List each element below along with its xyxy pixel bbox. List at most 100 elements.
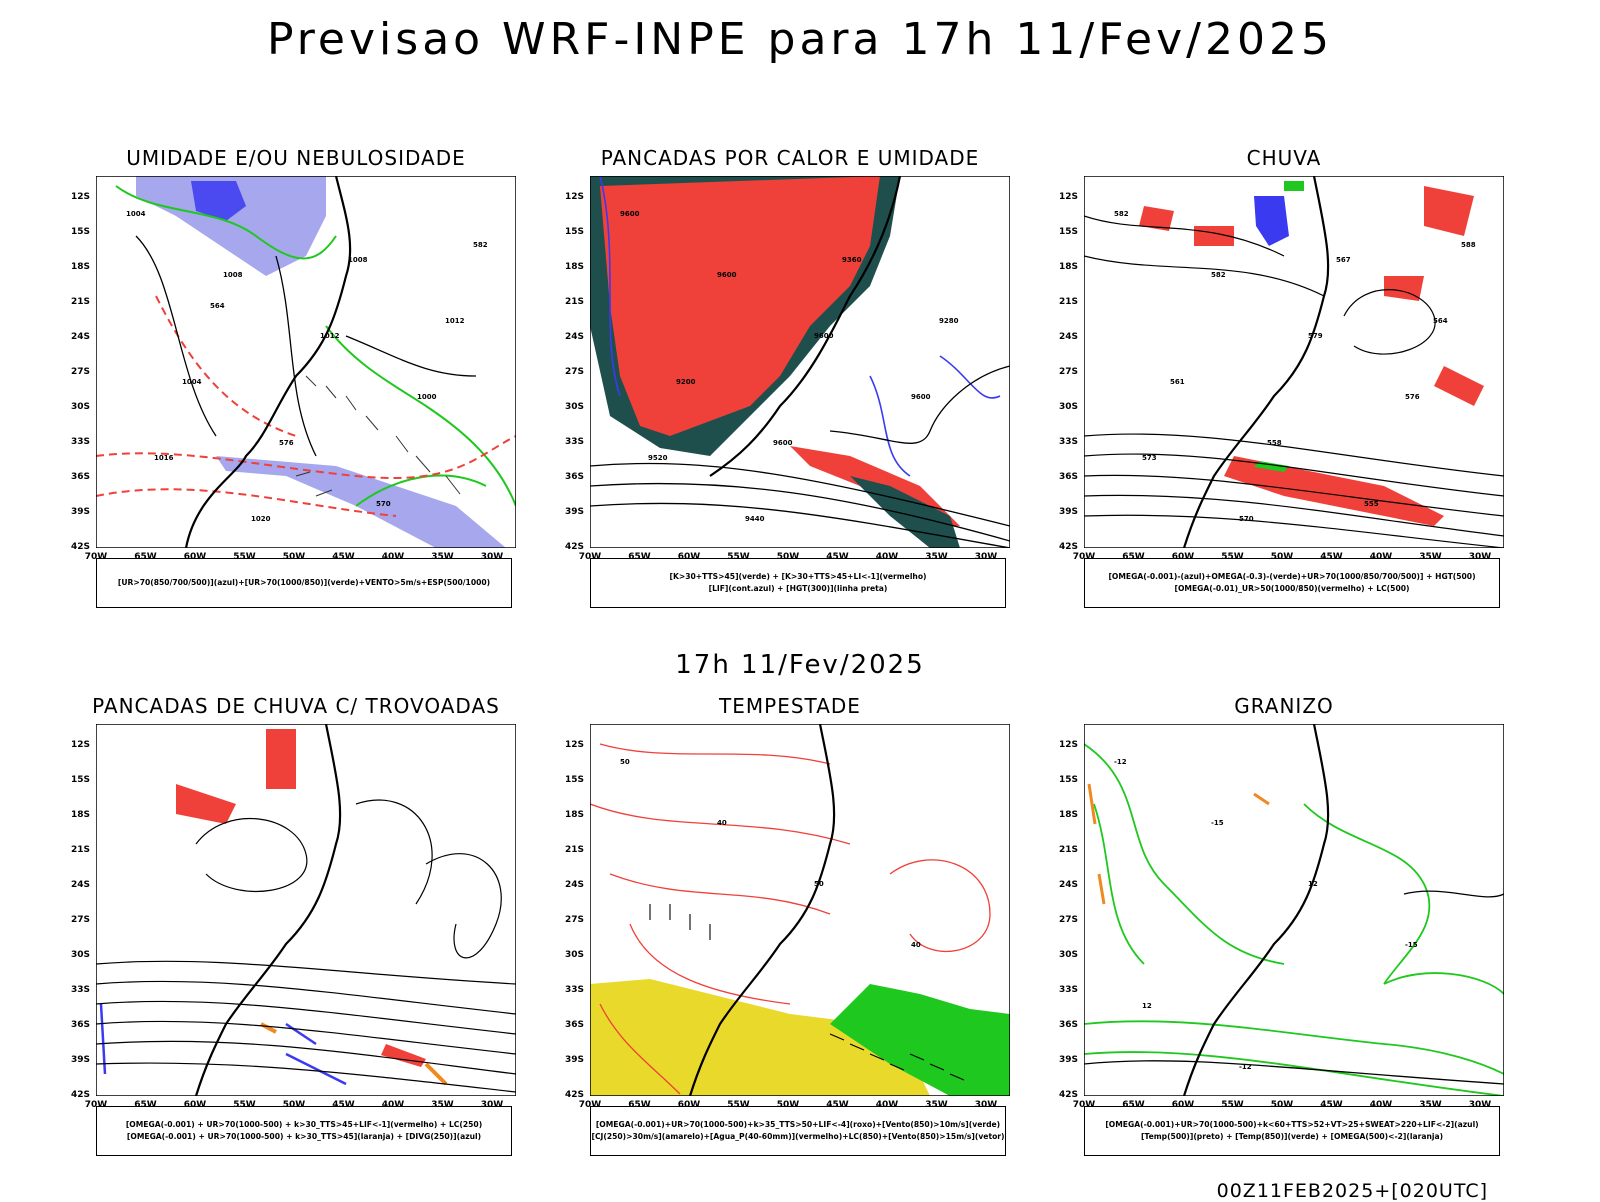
contour-label: 50 xyxy=(814,880,824,888)
lon-tick-label: 40W xyxy=(875,552,899,562)
panel-chuva: CHUVA 582 582 579 576 573 570 567 564 561 558 555 5… xyxy=(1044,146,1524,616)
lon-tick-label: 60W xyxy=(183,1100,207,1110)
green-temp-contours xyxy=(1084,743,1504,1096)
main-title: Previsao WRF-INPE para 17h 11/Fev/2025 xyxy=(267,14,1333,65)
map-svg: -12 -15 12 -15 12 -12 xyxy=(1084,724,1504,1096)
legend-box: [OMEGA(-0.001)+UR>70(1000-500)+k>35_TTS>… xyxy=(590,1106,1006,1156)
contour-label: 9600 xyxy=(620,210,640,218)
contour-label: -12 xyxy=(1114,758,1127,766)
lon-tick-label: 35W xyxy=(925,552,948,562)
lat-tick-label: 12S xyxy=(1058,740,1078,750)
contour-label: 576 xyxy=(279,439,294,447)
map-svg: 9600 9600 9600 9600 9520 9440 9360 9280 9200 9600 xyxy=(590,176,1010,548)
lon-tick-label: 40W xyxy=(1369,1100,1393,1110)
lat-tick-label: 18S xyxy=(1058,810,1078,820)
contour-label: 1008 xyxy=(223,271,243,279)
map-svg xyxy=(96,724,516,1096)
contour-label: 579 xyxy=(1308,332,1323,340)
red-water-contours xyxy=(590,743,991,1095)
lat-tick-label: 27S xyxy=(70,915,90,925)
contour-label: 1012 xyxy=(445,317,465,325)
lon-tick-label: 35W xyxy=(925,1100,948,1110)
contour-label: 50 xyxy=(620,758,630,766)
legend-line: [OMEGA(-0.001) + UR>70(1000-500) + k>30_… xyxy=(125,1120,483,1129)
lon-tick-label: 70W xyxy=(578,1100,602,1110)
contour-label: 40 xyxy=(911,941,921,949)
lon-tick-label: 65W xyxy=(134,552,157,562)
lat-tick-label: 30S xyxy=(1058,950,1078,960)
lon-tick-label: 45W xyxy=(332,1100,355,1110)
lon-tick-label: 40W xyxy=(1369,552,1393,562)
contour-label: 573 xyxy=(1142,454,1157,462)
lat-tick-label: 12S xyxy=(564,192,584,202)
lat-tick-label: 36S xyxy=(1058,472,1078,482)
lat-tick-label: 15S xyxy=(1058,227,1078,237)
contour-label: 576 xyxy=(1405,393,1420,401)
legend-line: [CJ(250)>30m/s](amarelo)+[Agua_P(40-60mm… xyxy=(591,1132,1005,1141)
lon-tick-label: 45W xyxy=(826,552,849,562)
contour-label: 12 xyxy=(1142,1002,1152,1010)
lat-tick-label: 12S xyxy=(70,192,90,202)
lon-tick-label: 30W xyxy=(974,552,998,562)
legend-line: [OMEGA(-0.001) + UR>70(1000-500) + k>30_… xyxy=(126,1132,482,1141)
map-pancadas-calor: 9600 9600 9600 9600 9520 9440 9360 9280 9200 9600… xyxy=(565,176,1010,562)
lat-tick-label: 42S xyxy=(70,1090,90,1100)
lon-tick-label: 35W xyxy=(1419,552,1442,562)
lon-tick-label: 55W xyxy=(727,552,750,562)
lat-tick-label: 36S xyxy=(70,1020,90,1030)
lon-tick-label: 70W xyxy=(84,552,108,562)
lon-tick-label: 30W xyxy=(480,552,504,562)
lat-tick-label: 24S xyxy=(1058,880,1078,890)
run-footer: 00Z11FEB2025+[020UTC] xyxy=(1216,1180,1488,1202)
lat-tick-label: 27S xyxy=(564,367,584,377)
jet-yellow-region xyxy=(590,979,930,1096)
lat-tick-label: 42S xyxy=(1058,1090,1078,1100)
lon-tick-label: 35W xyxy=(431,1100,454,1110)
lon-tick-label: 70W xyxy=(1072,552,1096,562)
lon-tick-label: 65W xyxy=(134,1100,157,1110)
red-dashed-contour xyxy=(96,295,516,517)
coastline xyxy=(184,176,352,548)
black-temp-contours xyxy=(1084,890,1504,1085)
lat-tick-label: 12S xyxy=(1058,192,1078,202)
coastline xyxy=(688,724,836,1096)
lat-tick-label: 18S xyxy=(70,810,90,820)
legend-line: [OMEGA(-0.001)-(azul)+OMEGA(-0.3)-(verde… xyxy=(1108,572,1476,581)
lat-tick-label: 42S xyxy=(564,1090,584,1100)
red-patches xyxy=(176,729,426,1067)
orange-patches xyxy=(260,1022,448,1086)
coastline xyxy=(1182,176,1330,548)
lat-tick-label: 36S xyxy=(564,1020,584,1030)
red-convection-region xyxy=(600,176,880,436)
legend-box: [K>30+TTS>45](verde) + [K>30+TTS>45+LI<-… xyxy=(590,558,1006,608)
contour-label: -12 xyxy=(1239,1063,1252,1071)
lon-tick-label: 50W xyxy=(776,1100,800,1110)
lat-tick-label: 33S xyxy=(1058,437,1078,447)
lat-tick-label: 39S xyxy=(1058,507,1078,517)
lon-tick-label: 60W xyxy=(1171,1100,1195,1110)
lat-tick-label: 27S xyxy=(70,367,90,377)
contour-label: 9440 xyxy=(745,515,765,523)
lon-tick-label: 50W xyxy=(282,552,306,562)
panel-title: PANCADAS POR CALOR E UMIDADE xyxy=(600,146,980,170)
contour-label: 1004 xyxy=(126,210,146,218)
lon-tick-label: 30W xyxy=(480,1100,504,1110)
legend-box: [UR>70(850/700/500)](azul)+[UR>70(1000/8… xyxy=(96,558,512,608)
lat-tick-label: 36S xyxy=(1058,1020,1078,1030)
contour-label: 1016 xyxy=(154,454,174,462)
lat-tick-label: 27S xyxy=(1058,915,1078,925)
lon-tick-label: 60W xyxy=(677,552,701,562)
lat-tick-label: 33S xyxy=(70,985,90,995)
contour-label: 9360 xyxy=(842,256,862,264)
contour-label: 567 xyxy=(1336,256,1351,264)
coastline xyxy=(709,176,902,477)
lon-tick-label: 45W xyxy=(332,552,355,562)
contour-label: 561 xyxy=(1170,378,1185,386)
streamlines xyxy=(1084,215,1504,548)
lat-tick-label: 39S xyxy=(564,1055,584,1065)
legend-line: [OMEGA(-0.001)+UR>70(1000-500)+k>35_TTS>… xyxy=(595,1120,1001,1129)
lon-tick-label: 55W xyxy=(727,1100,750,1110)
panel-title: PANCADAS DE CHUVA C/ TROVOADAS xyxy=(92,694,500,718)
lat-tick-label: 15S xyxy=(70,775,90,785)
lat-tick-label: 39S xyxy=(564,507,584,517)
